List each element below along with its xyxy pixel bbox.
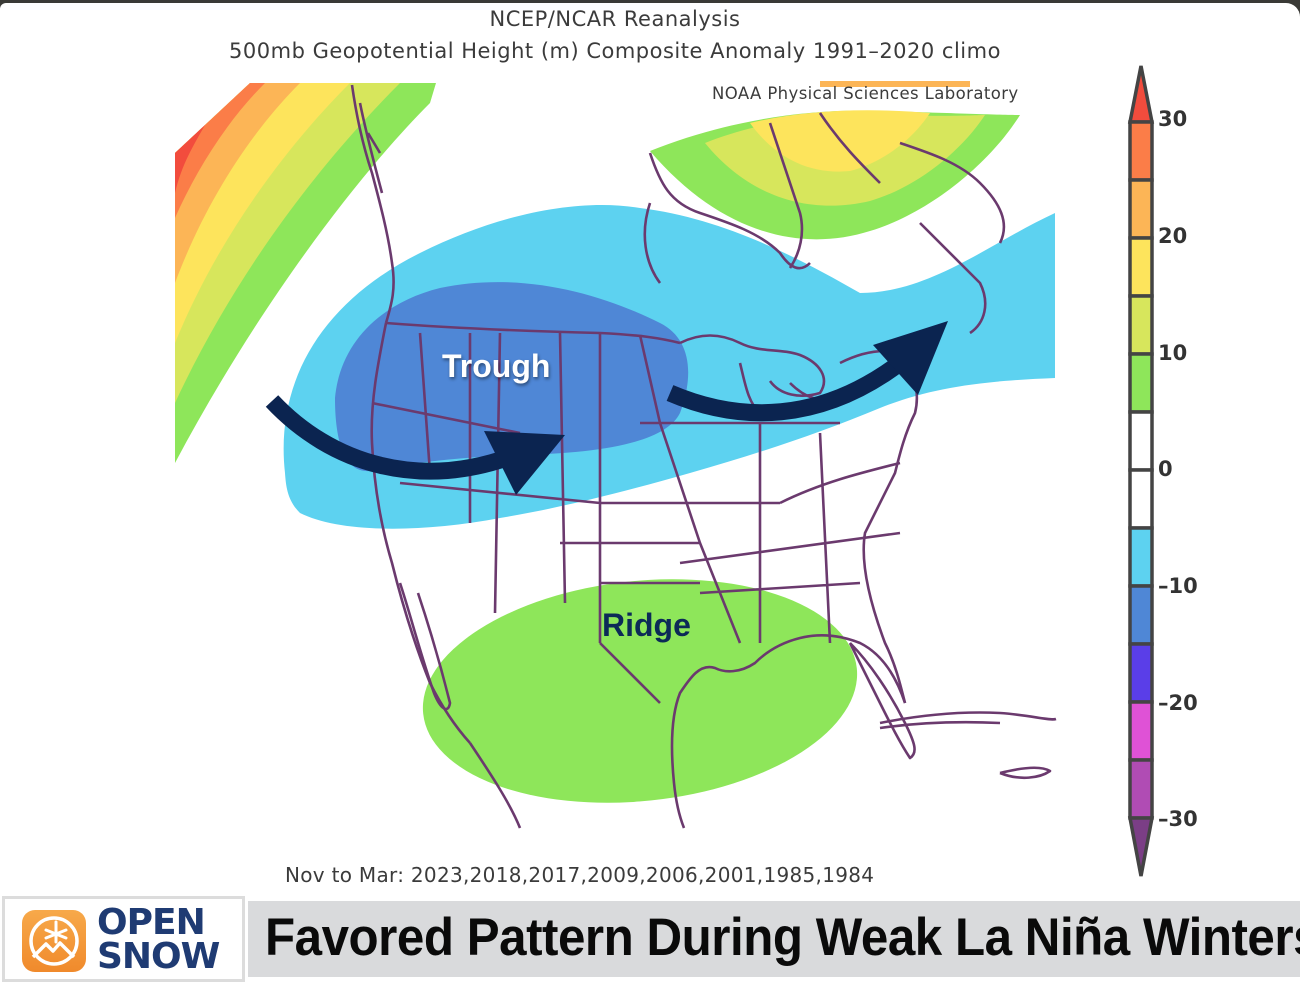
colorbar-legend — [1127, 65, 1155, 877]
colorbar-tick-10: 10 — [1158, 341, 1188, 365]
west-jet-arrow — [265, 395, 524, 480]
colorbar-tick-0: 0 — [1158, 457, 1173, 481]
logo-text-snow: SNOW — [97, 936, 220, 977]
slide-frame: NCEP/NCAR Reanalysis 500mb Geopotential … — [0, 3, 1300, 986]
colorbar-tick-neg20: –20 — [1158, 691, 1198, 715]
colorbar-tick-20: 20 — [1158, 224, 1188, 248]
composite-years: Nov to Mar: 2023,2018,2017,2009,2006,200… — [285, 863, 875, 887]
anomaly-map — [175, 81, 1057, 829]
pacific-ridge-shading — [175, 83, 436, 463]
east-jet-arrow — [666, 356, 906, 422]
chart-title: NCEP/NCAR Reanalysis — [489, 7, 741, 31]
trough-label: Trough — [442, 348, 551, 384]
data-source-credit: NOAA Physical Sciences Laboratory — [712, 84, 1019, 103]
opensnow-logo: OPEN SNOW — [2, 896, 245, 982]
colorbar-tick-neg10: –10 — [1158, 574, 1198, 598]
caption-text: Favored Pattern During Weak La Niña Wint… — [265, 908, 1300, 967]
chart-subtitle: 500mb Geopotential Height (m) Composite … — [229, 39, 1001, 63]
east-arrowhead-icon — [873, 321, 948, 395]
caption-banner: Favored Pattern During Weak La Niña Wint… — [248, 901, 1300, 977]
jet-stream-arrows — [265, 356, 906, 480]
ridge-shading — [422, 579, 858, 803]
logo-text-open: OPEN — [97, 902, 206, 943]
colorbar-tick-30: 30 — [1158, 107, 1188, 131]
ridge-label: Ridge — [602, 607, 691, 643]
snowflake-mountain-icon — [22, 910, 86, 972]
west-arrowhead-icon — [484, 431, 565, 495]
colorbar-tick-neg30: –30 — [1158, 807, 1198, 831]
